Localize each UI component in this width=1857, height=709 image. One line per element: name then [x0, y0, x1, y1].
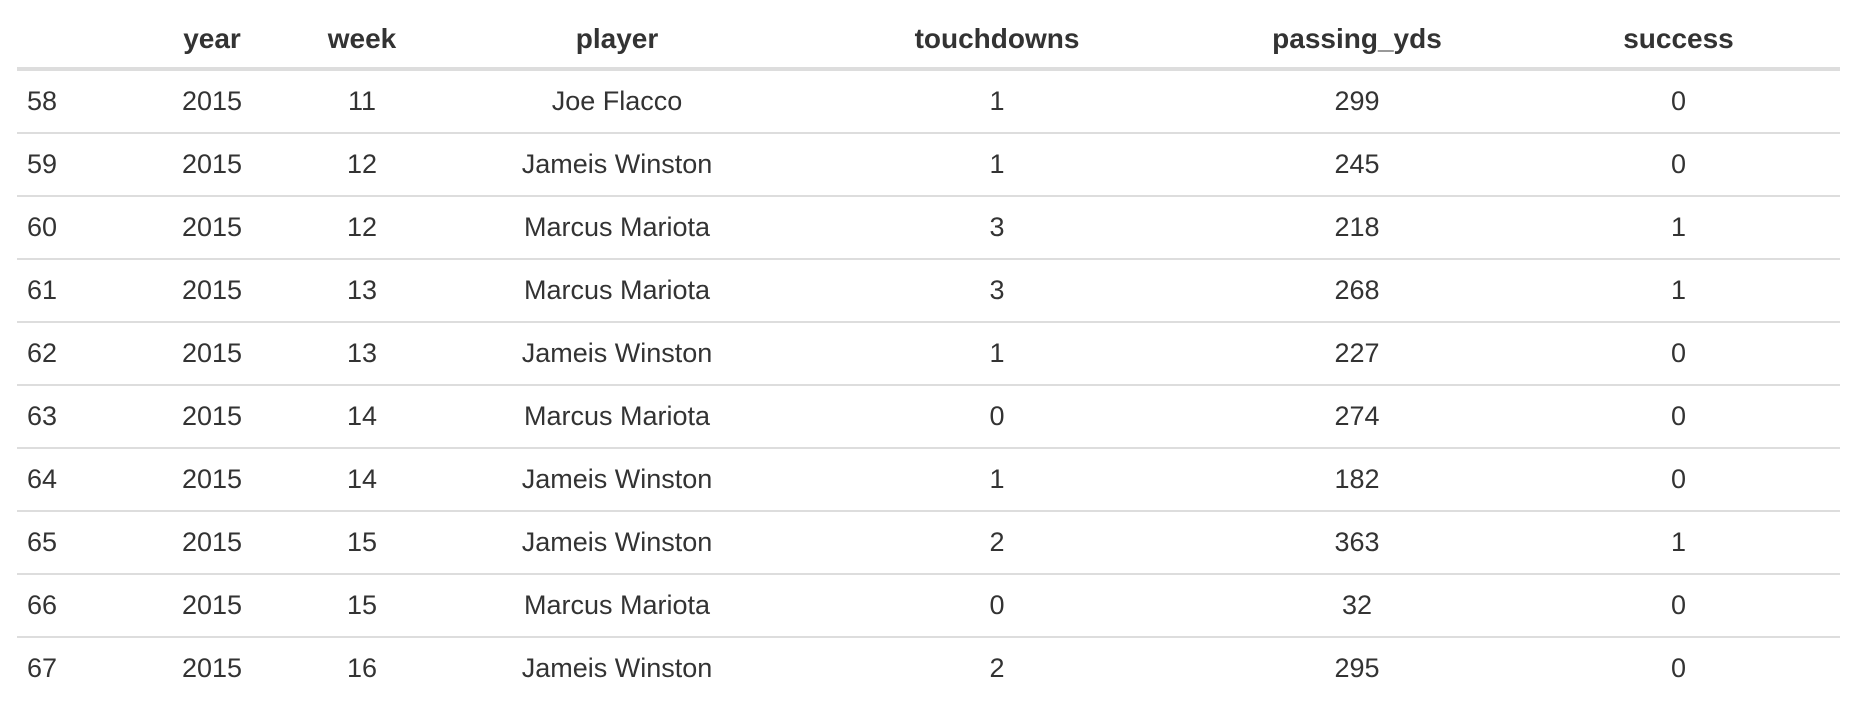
- touchdowns-cell: 3: [797, 195, 1197, 259]
- column-header-index: [17, 10, 137, 71]
- player-cell: Jameis Winston: [437, 447, 797, 511]
- column-header-year: year: [137, 10, 287, 71]
- table-row: 61 2015 13 Marcus Mariota 3 268 1: [17, 258, 1840, 322]
- row-index-cell: 66: [17, 573, 137, 637]
- passing-yds-cell: 268: [1197, 258, 1517, 322]
- year-cell: 2015: [137, 321, 287, 385]
- success-cell: 1: [1517, 195, 1840, 259]
- column-header-touchdowns: touchdowns: [797, 10, 1197, 71]
- week-cell: 14: [287, 447, 437, 511]
- table-row: 60 2015 12 Marcus Mariota 3 218 1: [17, 195, 1840, 259]
- row-index-cell: 60: [17, 195, 137, 259]
- touchdowns-cell: 0: [797, 573, 1197, 637]
- week-cell: 15: [287, 510, 437, 574]
- row-index-cell: 59: [17, 132, 137, 196]
- column-header-player: player: [437, 10, 797, 71]
- table-row: 59 2015 12 Jameis Winston 1 245 0: [17, 132, 1840, 196]
- success-cell: 0: [1517, 447, 1840, 511]
- passing-yds-cell: 218: [1197, 195, 1517, 259]
- touchdowns-cell: 2: [797, 510, 1197, 574]
- player-cell: Marcus Mariota: [437, 384, 797, 448]
- row-index-cell: 63: [17, 384, 137, 448]
- row-index-cell: 67: [17, 636, 137, 699]
- player-cell: Jameis Winston: [437, 510, 797, 574]
- year-cell: 2015: [137, 258, 287, 322]
- player-cell: Marcus Mariota: [437, 573, 797, 637]
- week-cell: 13: [287, 258, 437, 322]
- success-cell: 0: [1517, 384, 1840, 448]
- player-cell: Jameis Winston: [437, 132, 797, 196]
- touchdowns-cell: 1: [797, 447, 1197, 511]
- success-cell: 0: [1517, 321, 1840, 385]
- table-row: 58 2015 11 Joe Flacco 1 299 0: [17, 69, 1840, 133]
- success-cell: 0: [1517, 573, 1840, 637]
- player-cell: Jameis Winston: [437, 321, 797, 385]
- year-cell: 2015: [137, 132, 287, 196]
- year-cell: 2015: [181, 86, 243, 116]
- row-index-cell: 61: [17, 258, 137, 322]
- column-header-week: week: [287, 10, 437, 71]
- passing-yds-cell: 182: [1197, 447, 1517, 511]
- passing-yds-cell: 363: [1197, 510, 1517, 574]
- week-cell: 13: [287, 321, 437, 385]
- data-table-container: year week player touchdowns passing_yds …: [17, 10, 1840, 699]
- player-cell: Marcus Mariota: [437, 258, 797, 322]
- success-cell: 1: [1517, 258, 1840, 322]
- week-cell: 15: [287, 573, 437, 637]
- row-index-cell: 58: [27, 86, 58, 116]
- passing-yds-cell: 295: [1197, 636, 1517, 699]
- touchdowns-cell: 1: [989, 86, 1005, 116]
- week-cell: 11: [347, 86, 377, 116]
- year-cell: 2015: [137, 573, 287, 637]
- touchdowns-cell: 2: [797, 636, 1197, 699]
- table-row: 67 2015 16 Jameis Winston 2 295 0: [17, 636, 1840, 699]
- table-row: 63 2015 14 Marcus Mariota 0 274 0: [17, 384, 1840, 448]
- passing-yds-cell: 299: [1334, 86, 1380, 116]
- touchdowns-cell: 1: [797, 321, 1197, 385]
- year-cell: 2015: [137, 447, 287, 511]
- touchdowns-cell: 3: [797, 258, 1197, 322]
- column-header-success: success: [1517, 10, 1840, 71]
- week-cell: 16: [287, 636, 437, 699]
- year-cell: 2015: [137, 195, 287, 259]
- year-cell: 2015: [137, 384, 287, 448]
- touchdowns-cell: 0: [797, 384, 1197, 448]
- touchdowns-cell: 1: [797, 132, 1197, 196]
- player-cell: Joe Flacco: [551, 86, 683, 116]
- success-cell: 0: [1670, 86, 1687, 116]
- column-header-passing-yds: passing_yds: [1197, 10, 1517, 71]
- player-cell: Jameis Winston: [437, 636, 797, 699]
- passing-yds-cell: 245: [1197, 132, 1517, 196]
- row-index-cell: 65: [17, 510, 137, 574]
- row-index-cell: 62: [17, 321, 137, 385]
- table-row: 64 2015 14 Jameis Winston 1 182 0: [17, 447, 1840, 511]
- table-row: 62 2015 13 Jameis Winston 1 227 0: [17, 321, 1840, 385]
- week-cell: 12: [287, 195, 437, 259]
- year-cell: 2015: [137, 636, 287, 699]
- passing-yds-cell: 32: [1197, 573, 1517, 637]
- table-body: 58 2015 11 Joe Flacco 1 299 0 59 2015 12 Jameis Wi…: [17, 69, 1840, 699]
- week-cell: 12: [287, 132, 437, 196]
- row-index-cell: 64: [17, 447, 137, 511]
- success-cell: 0: [1517, 636, 1840, 699]
- table-row: 65 2015 15 Jameis Winston 2 363 1: [17, 510, 1840, 574]
- success-cell: 0: [1517, 132, 1840, 196]
- year-cell: 2015: [137, 510, 287, 574]
- table-header: year week player touchdowns passing_yds …: [17, 10, 1840, 71]
- table-row: 66 2015 15 Marcus Mariota 0 32 0: [17, 573, 1840, 637]
- success-cell: 1: [1517, 510, 1840, 574]
- player-cell: Marcus Mariota: [437, 195, 797, 259]
- data-table: year week player touchdowns passing_yds …: [17, 10, 1840, 699]
- header-row: year week player touchdowns passing_yds …: [17, 10, 1840, 71]
- week-cell: 14: [287, 384, 437, 448]
- passing-yds-cell: 227: [1197, 321, 1517, 385]
- passing-yds-cell: 274: [1197, 384, 1517, 448]
